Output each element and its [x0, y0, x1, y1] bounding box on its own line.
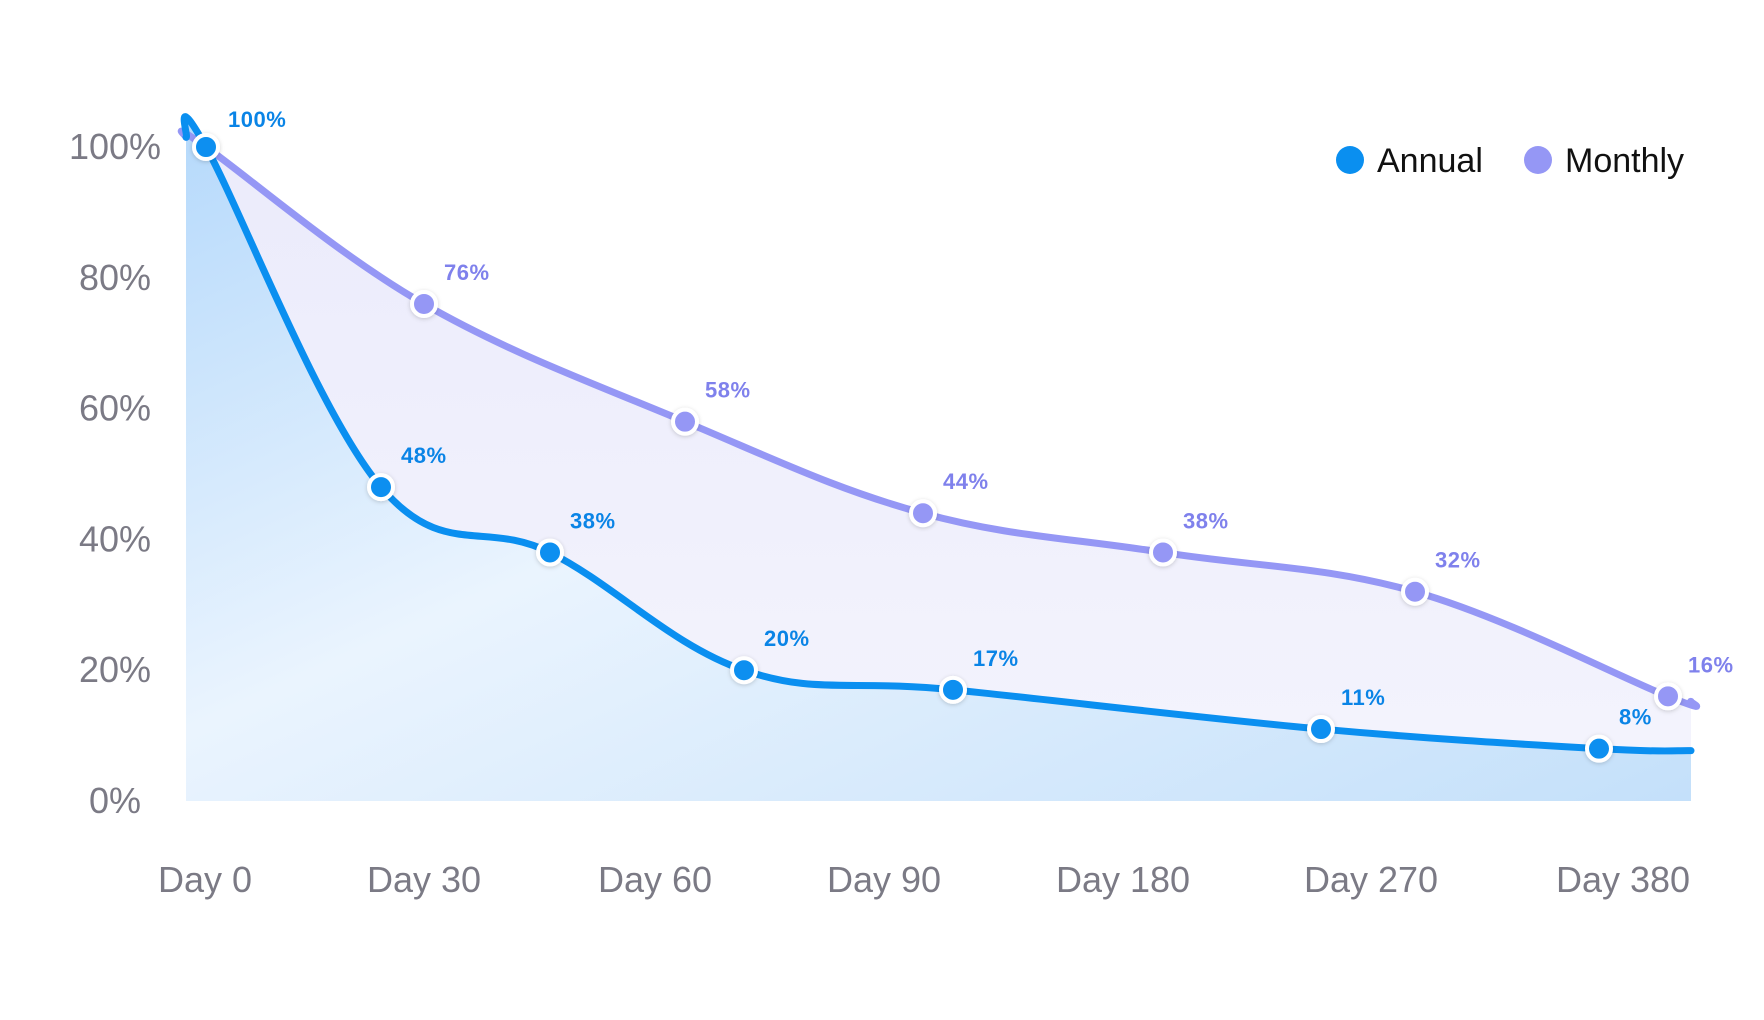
annual-data-label: 8% [1619, 705, 1652, 730]
legend-annual-swatch [1336, 146, 1364, 174]
y-tick-label: 40% [79, 518, 151, 559]
monthly-data-label: 76% [444, 260, 490, 285]
x-tick-label: Day 90 [827, 859, 941, 900]
x-tick-label: Day 270 [1304, 859, 1438, 900]
monthly-data-label: 32% [1435, 548, 1481, 573]
annual-data-label: 100% [228, 107, 286, 132]
y-tick-label: 80% [79, 257, 151, 298]
monthly-point [671, 407, 699, 436]
monthly-point [410, 289, 438, 318]
x-axis: Day 0 Day 30 Day 60 Day 90 Day 180 Day 270 Day… [158, 859, 1690, 900]
x-tick-label: Day 180 [1056, 859, 1190, 900]
legend-monthly-label: Monthly [1565, 142, 1684, 180]
annual-area [184, 116, 1692, 802]
areas [181, 116, 1697, 802]
points: 76% 58% 44% 38% 32% 16% 100% 48% 38% 20% 17% 11% 8% [192, 107, 1734, 763]
annual-data-label: 20% [764, 626, 810, 651]
y-tick-label: 100% [69, 126, 161, 167]
annual-data-label: 38% [570, 508, 616, 533]
annual-point [939, 675, 967, 704]
annual-point [730, 656, 758, 685]
monthly-point [1654, 682, 1682, 711]
x-tick-label: Day 30 [367, 859, 481, 900]
monthly-data-label: 44% [943, 469, 989, 494]
monthly-data-label: 38% [1183, 508, 1229, 533]
annual-point [536, 538, 564, 567]
annual-point [192, 133, 220, 161]
annual-point [1307, 715, 1335, 744]
annual-data-label: 11% [1341, 685, 1385, 710]
legend-monthly-swatch [1524, 146, 1552, 174]
monthly-data-label: 58% [705, 378, 751, 403]
monthly-point [1149, 538, 1177, 567]
monthly-point [909, 499, 937, 528]
annual-point [367, 473, 395, 502]
annual-data-label: 48% [401, 443, 447, 468]
x-tick-label: Day 60 [598, 859, 712, 900]
monthly-point [1401, 577, 1429, 606]
y-axis: 0% 20% 40% 60% 80% 100% [69, 126, 161, 821]
y-tick-label: 60% [79, 388, 151, 429]
legend: Annual Monthly [1336, 142, 1684, 180]
x-tick-label: Day 380 [1556, 859, 1690, 900]
x-tick-label: Day 0 [158, 859, 252, 900]
annual-data-label: 17% [973, 646, 1019, 671]
y-tick-label: 0% [89, 780, 141, 821]
annual-point [1585, 734, 1613, 763]
monthly-data-label: 16% [1688, 652, 1734, 677]
y-tick-label: 20% [79, 649, 151, 690]
legend-annual-label: Annual [1377, 142, 1483, 180]
